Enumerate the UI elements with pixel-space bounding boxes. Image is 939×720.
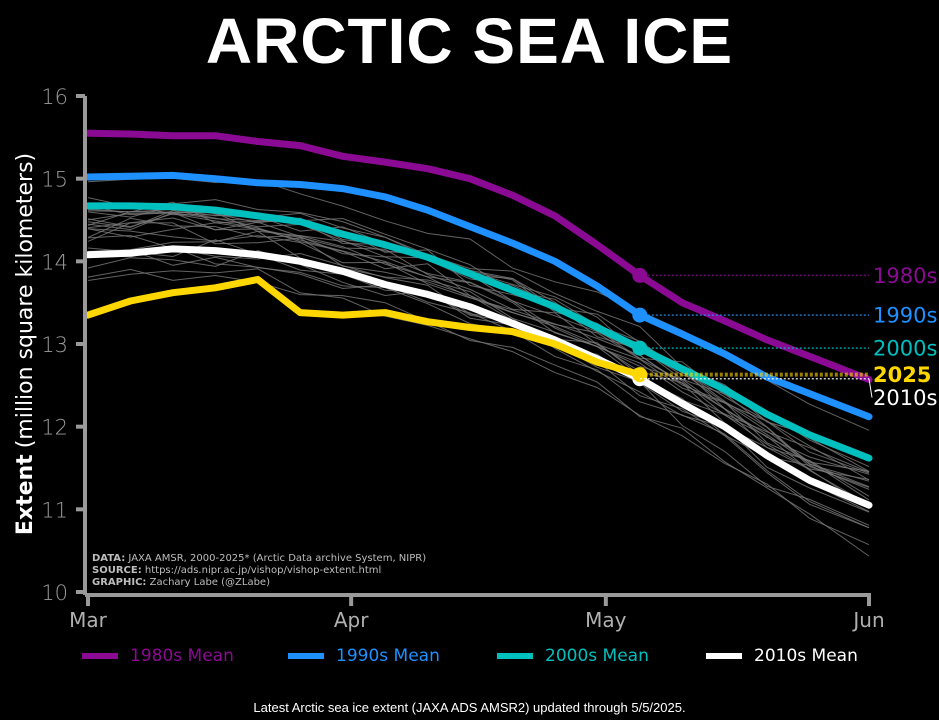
series-layer [84,129,873,509]
year-line [87,197,870,472]
y-axis-label: Extent (million square kilometers) [13,153,38,535]
legend-swatch-2000s [497,653,533,659]
legend-item-1990s: 1990s Mean [288,646,440,666]
y-tick-label: 12 [41,416,68,440]
legend-swatch-2010s [706,653,742,659]
y-tick-label: 16 [41,85,68,109]
legend-item-1980s: 1980s Mean [82,646,234,666]
end-label-2025: 2025 [873,363,931,387]
year-line [87,268,870,557]
series-line-2010s [84,245,873,509]
credit-source-label: SOURCE: [92,565,142,576]
credit-data-text: JAXA AMSR, 2000-2025* (Arctic Data archi… [127,553,426,564]
credit-data-label: DATA: [92,553,125,564]
x-tick-label: May [585,608,627,632]
end-label-1990s: 1990s [873,304,937,328]
y-tick-label: 11 [41,498,68,522]
credits: DATA: JAXA AMSR, 2000-2025* (Arctic Data… [92,553,426,588]
year-line [87,228,870,490]
credit-graphic-text: Zachary Labe (@ZLabe) [150,577,270,588]
end-label-2000s: 2000s [873,337,937,361]
year-line [87,268,870,546]
legend-label-1990s: 1990s Mean [336,646,440,666]
y-axis-label-bold: Extent [13,454,38,535]
legend-item-2000s: 2000s Mean [497,646,649,666]
series-line-1980s [84,129,873,383]
end-label-2010s: 2010s [873,386,937,410]
year-line [87,211,870,501]
y-tick-label: 10 [41,581,68,605]
year-line [87,249,870,526]
credit-graphic-label: GRAPHIC: [92,577,146,588]
label-leader-2010s [868,378,873,398]
footer-note: Latest Arctic sea ice extent (JAXA ADS A… [253,700,686,715]
x-tick-label: Mar [69,608,108,632]
y-tick-label: 13 [41,333,68,357]
series-line-2025 [84,276,644,379]
axes-layer: 10 11 12 13 14 15 16 Mar Apr May Jun [41,85,884,632]
y-tick-label: 15 [41,168,68,192]
year-line [87,246,870,529]
x-tick-label: Apr [334,608,369,632]
legend-label-2010s: 2010s Mean [754,646,858,666]
end-label-1980s: 1980s [873,264,937,288]
chart-title: ARCTIC SEA ICE [205,5,734,77]
legend-label-1980s: 1980s Mean [130,646,234,666]
y-axis-label-rest: (million square kilometers) [13,153,38,448]
year-line [87,212,870,468]
year-line [87,230,870,512]
series-line-1990s [84,171,873,421]
credit-source-text: https://ads.nipr.ac.jp/vishop/vishop-ext… [145,565,381,576]
legend-swatch-1980s [82,653,118,659]
legend-swatch-1990s [288,653,324,659]
year-line [87,208,870,481]
svg-text:DATA: JAXA AMSR, 2000-2025* (A: DATA: JAXA AMSR, 2000-2025* (Arctic Data… [92,553,426,564]
series-line-2000s [84,202,873,462]
x-tick-label: Jun [851,608,884,632]
svg-text:GRAPHIC: Zachary Labe (@ZLabe): GRAPHIC: Zachary Labe (@ZLabe) [92,577,270,588]
legend-item-2010s: 2010s Mean [706,646,858,666]
y-tick-label: 14 [41,250,68,274]
svg-text:SOURCE: https://ads.nipr.ac.jp: SOURCE: https://ads.nipr.ac.jp/vishop/vi… [92,565,381,576]
legend-label-2000s: 2000s Mean [545,646,649,666]
